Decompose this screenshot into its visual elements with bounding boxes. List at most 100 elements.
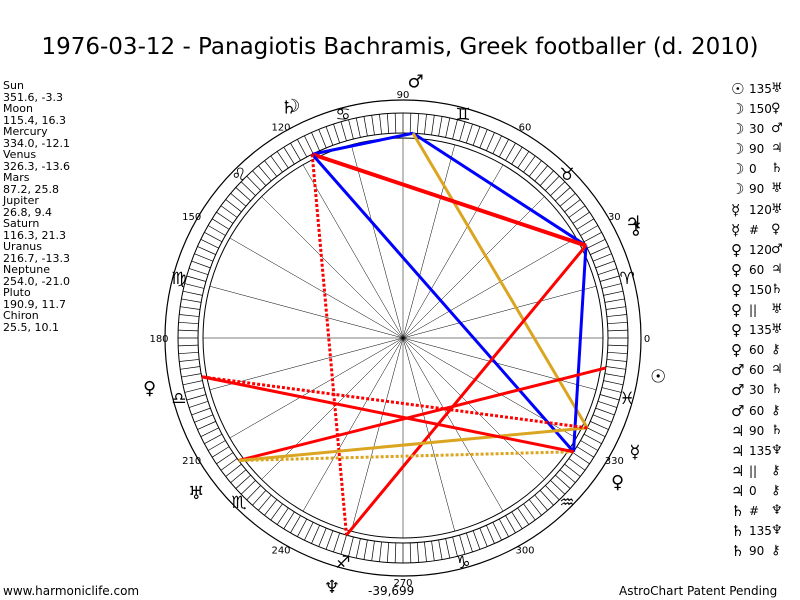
degree-tick	[416, 113, 420, 134]
aspect-planet-glyph: ♂	[771, 121, 783, 137]
degree-tick	[592, 253, 612, 262]
aspect-line	[238, 426, 588, 463]
aspect-row: ♂ 30 ♄	[731, 380, 800, 400]
aspect-row: ☽ 90 ♅	[731, 179, 800, 199]
degree-tick	[592, 414, 612, 423]
degree-tick	[479, 527, 488, 547]
degree-tick	[409, 113, 412, 134]
degree-tick	[599, 394, 620, 401]
planet-name: Pluto	[3, 286, 31, 299]
degree-tick	[379, 541, 382, 562]
degree-tick	[528, 160, 542, 177]
degree-tick	[550, 181, 566, 196]
aspect-angle: 135	[749, 82, 772, 96]
planet-name: Jupiter	[3, 194, 39, 207]
aspect-planet-glyph: ♅	[771, 302, 783, 318]
aspect-line	[311, 152, 587, 248]
degree-label: 270	[393, 578, 412, 589]
degree-tick	[240, 480, 256, 495]
degree-tick	[297, 139, 308, 158]
aspect-angle: 120	[749, 242, 772, 257]
degree-tick	[597, 401, 618, 408]
degree-tick	[595, 407, 615, 416]
planet-coords: 351.6, -3.3	[3, 90, 63, 104]
degree-tick	[252, 170, 267, 186]
aspect-angle: 0	[749, 483, 757, 498]
degree-tick	[220, 205, 238, 218]
planet-glyph: ☽	[284, 96, 300, 117]
degree-tick	[583, 232, 602, 243]
degree-tick	[523, 155, 536, 173]
degree-tick	[178, 344, 199, 347]
website-link[interactable]: www.harmoniclife.com	[3, 584, 140, 598]
aspect-row: ♂ 60 ⚷	[731, 401, 800, 421]
planet-coords: 334.0, -12.1	[3, 136, 70, 150]
degree-tick	[325, 530, 334, 550]
degree-tick	[207, 225, 226, 236]
aspect-planet-glyph: ♃	[731, 481, 745, 500]
aspect-planet-glyph: ♃	[731, 421, 745, 440]
degree-tick	[264, 160, 278, 177]
degree-tick	[545, 175, 560, 191]
planet-coords: 25.5, 10.1	[3, 320, 59, 334]
aspect-planet-glyph: ♄	[731, 542, 745, 561]
aspect-planet-glyph: ♀	[731, 260, 742, 279]
aspect-planet-glyph: ♀	[771, 101, 781, 117]
degree-tick	[200, 239, 219, 249]
degree-tick	[599, 275, 620, 282]
degree-tick	[545, 485, 560, 501]
zodiac-sign-glyph: ♌	[231, 165, 246, 185]
degree-tick	[379, 114, 382, 135]
degree-tick	[587, 427, 606, 437]
degree-tick	[290, 515, 301, 534]
degree-tick	[486, 132, 495, 151]
degree-tick	[517, 151, 530, 169]
planet-name: Saturn	[3, 217, 40, 230]
planet-positions-list: Sun 351.6, -3.3 Moon 115.4, 16.3 Mercury 334.…	[3, 80, 83, 333]
degree-tick	[606, 359, 627, 362]
degree-tick	[264, 499, 278, 516]
aspect-row: ♃ 90 ♄	[731, 421, 800, 441]
degree-tick	[492, 522, 502, 541]
degree-tick	[225, 199, 242, 213]
aspect-row: ☽ 90 ♃	[731, 139, 800, 159]
aspect-angle: 60	[749, 403, 765, 418]
aspect-planet-glyph: ♅	[771, 322, 783, 338]
aspect-planet-glyph: ⚷	[771, 543, 781, 559]
degree-tick	[587, 239, 606, 249]
aspect-row: ♄ 90 ⚷	[731, 541, 800, 561]
aspect-angle: 90	[749, 142, 765, 157]
degree-tick	[466, 532, 473, 553]
degree-tick	[270, 155, 283, 173]
planet-coords: 87.2, 25.8	[3, 182, 59, 196]
aspect-line	[310, 154, 348, 536]
planet-coords: 115.4, 16.3	[3, 113, 66, 127]
degree-tick	[276, 507, 289, 525]
degree-tick	[311, 132, 320, 151]
planet-coords: 116.3, 21.3	[3, 228, 66, 242]
degree-tick	[235, 474, 251, 489]
degree-tick	[197, 421, 216, 430]
degree-tick	[568, 458, 586, 471]
planet-name: Moon	[3, 102, 33, 115]
spoke-line	[209, 285, 597, 391]
degree-tick	[511, 511, 523, 529]
degree-tick	[606, 314, 627, 317]
degree-tick	[283, 511, 295, 529]
planet-glyph: ☉	[650, 367, 666, 388]
degree-tick	[325, 126, 334, 146]
aspect-planet-glyph: ☽	[731, 100, 745, 119]
aspect-row: ☿ # ♀	[731, 220, 800, 240]
degree-tick	[505, 515, 516, 534]
degree-tick	[371, 540, 375, 561]
aspect-planet-glyph: ♂	[731, 381, 745, 400]
degree-tick	[386, 113, 390, 134]
degree-label: 30	[608, 212, 621, 223]
aspect-angle: 0	[749, 162, 757, 177]
aspect-planet-glyph: ⚷	[771, 462, 781, 478]
planet-name: Uranus	[3, 240, 42, 253]
aspect-line	[238, 366, 607, 462]
degree-tick	[178, 321, 199, 325]
degree-tick	[204, 232, 223, 243]
degree-tick	[498, 139, 509, 158]
